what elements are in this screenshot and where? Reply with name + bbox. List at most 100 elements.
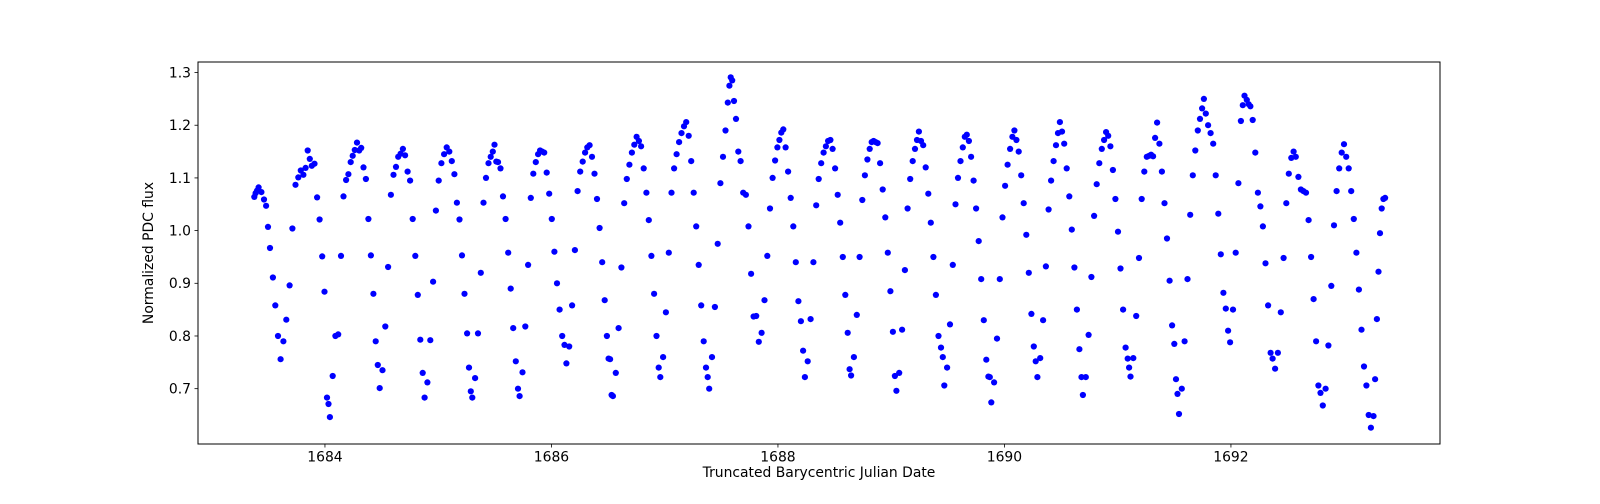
data-point bbox=[446, 148, 453, 155]
data-point bbox=[1174, 390, 1181, 397]
data-point bbox=[530, 170, 537, 177]
data-point bbox=[911, 145, 919, 152]
data-point bbox=[263, 202, 270, 209]
data-point bbox=[1098, 145, 1105, 152]
data-point bbox=[456, 216, 463, 223]
data-point bbox=[782, 144, 789, 151]
data-point bbox=[1042, 263, 1049, 270]
data-point bbox=[477, 269, 484, 276]
data-point bbox=[304, 147, 311, 154]
data-point bbox=[893, 387, 900, 394]
data-point bbox=[827, 136, 834, 144]
data-point bbox=[387, 191, 394, 198]
data-point bbox=[978, 276, 985, 283]
data-point bbox=[944, 364, 951, 371]
data-point bbox=[653, 332, 660, 340]
data-point bbox=[975, 238, 982, 245]
data-point bbox=[512, 358, 519, 365]
data-point bbox=[502, 215, 509, 223]
data-point bbox=[861, 172, 869, 179]
data-point bbox=[321, 288, 328, 295]
data-point bbox=[353, 139, 361, 146]
data-point bbox=[1152, 134, 1159, 141]
data-point bbox=[820, 149, 827, 156]
data-point bbox=[525, 261, 532, 268]
data-point bbox=[559, 332, 566, 340]
data-point bbox=[954, 174, 962, 181]
data-point bbox=[965, 137, 973, 145]
data-point bbox=[866, 145, 873, 152]
data-point bbox=[1249, 116, 1256, 124]
data-point bbox=[1302, 189, 1310, 196]
data-point bbox=[837, 219, 844, 226]
data-point bbox=[818, 160, 825, 167]
data-point bbox=[1189, 172, 1196, 179]
data-point bbox=[464, 330, 471, 337]
data-point bbox=[704, 374, 711, 381]
y-tick-label: 0.9 bbox=[169, 276, 191, 292]
x-tick-label: 1688 bbox=[760, 450, 795, 466]
data-point bbox=[678, 130, 685, 137]
data-point bbox=[737, 158, 744, 165]
data-point bbox=[1350, 215, 1357, 223]
data-point bbox=[1227, 339, 1234, 346]
data-point bbox=[822, 143, 830, 150]
data-point bbox=[626, 161, 633, 168]
data-point bbox=[932, 291, 940, 298]
data-point bbox=[1093, 181, 1100, 188]
x-tick-label: 1690 bbox=[987, 450, 1022, 466]
data-point bbox=[1101, 136, 1108, 144]
data-point bbox=[887, 288, 894, 295]
data-point bbox=[362, 175, 369, 183]
data-point bbox=[1050, 158, 1057, 165]
data-point bbox=[372, 338, 379, 345]
data-point bbox=[1025, 269, 1032, 276]
data-point bbox=[258, 189, 265, 196]
data-point bbox=[1122, 344, 1129, 351]
data-point bbox=[638, 143, 645, 150]
data-point bbox=[1175, 410, 1183, 418]
data-point bbox=[527, 194, 534, 201]
data-point bbox=[722, 127, 729, 134]
data-point bbox=[980, 317, 987, 324]
data-point bbox=[1126, 364, 1133, 371]
data-point bbox=[1172, 376, 1180, 383]
data-point bbox=[1235, 180, 1242, 187]
data-point bbox=[472, 375, 479, 382]
data-point bbox=[864, 156, 871, 163]
data-point bbox=[603, 332, 611, 340]
data-point bbox=[494, 159, 502, 166]
data-point bbox=[848, 372, 855, 379]
data-point bbox=[829, 145, 836, 152]
data-point bbox=[349, 152, 356, 159]
data-point bbox=[343, 176, 350, 184]
data-point bbox=[588, 153, 596, 160]
data-point bbox=[1023, 231, 1030, 238]
data-point bbox=[1163, 235, 1171, 242]
data-point bbox=[1229, 306, 1237, 313]
data-point bbox=[404, 168, 411, 175]
data-point bbox=[909, 158, 916, 165]
data-point bbox=[1141, 168, 1148, 175]
data-point bbox=[1239, 102, 1246, 109]
data-point bbox=[1333, 188, 1340, 195]
data-point bbox=[340, 193, 347, 200]
data-point bbox=[1360, 363, 1368, 370]
scatter-points bbox=[251, 74, 1389, 431]
data-point bbox=[882, 214, 889, 221]
data-point bbox=[260, 196, 268, 203]
data-point bbox=[1020, 200, 1027, 207]
data-point bbox=[690, 189, 697, 196]
data-point bbox=[665, 249, 672, 256]
data-point bbox=[618, 264, 625, 271]
data-point bbox=[785, 168, 792, 175]
data-point bbox=[319, 253, 326, 260]
data-point bbox=[1375, 268, 1382, 275]
y-axis: 0.7 0.8 0.9 1.0 1.1 1.2 1.3 bbox=[169, 65, 198, 398]
x-axis-label: Truncated Barycentric Julian Date bbox=[702, 465, 936, 481]
data-point bbox=[996, 276, 1003, 283]
data-point bbox=[556, 306, 563, 313]
data-point bbox=[732, 115, 740, 122]
data-point bbox=[430, 278, 437, 285]
data-point bbox=[1290, 148, 1297, 155]
